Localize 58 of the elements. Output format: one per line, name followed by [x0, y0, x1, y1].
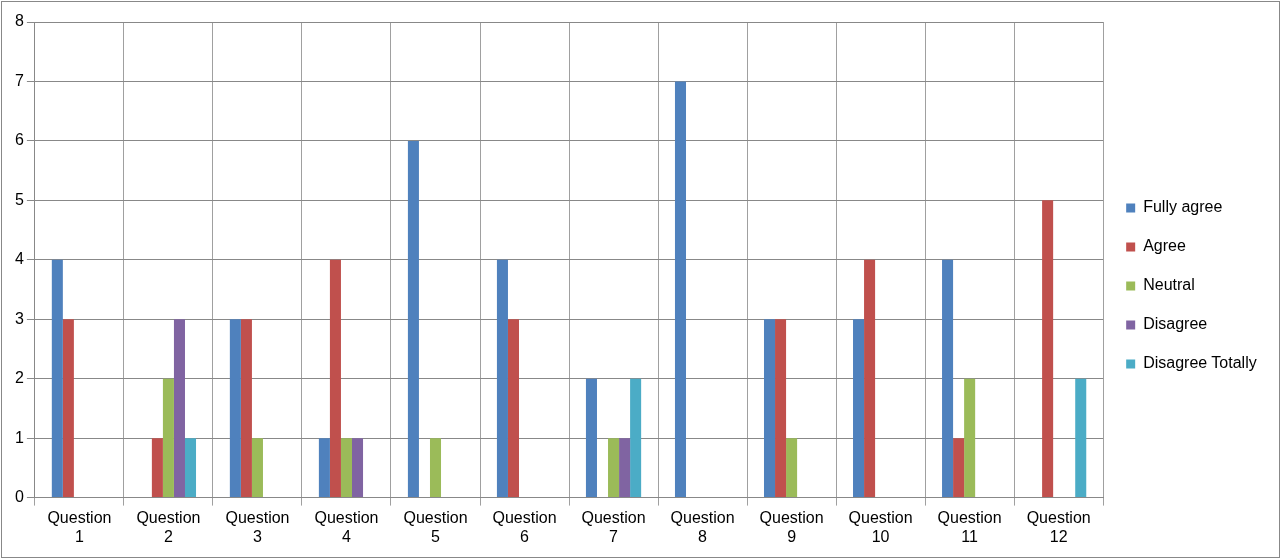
- x-tick-label: Question 2: [136, 508, 201, 545]
- bar: [407, 140, 419, 498]
- bar: [240, 319, 252, 498]
- bar: [585, 378, 597, 498]
- x-tick-label: Question 1: [47, 508, 112, 545]
- y-tick-label: 6: [14, 131, 24, 149]
- bar: [1075, 378, 1087, 498]
- x-tick-label: Question 10: [848, 508, 913, 545]
- y-tick-label: 2: [14, 369, 24, 387]
- y-tick-label: 0: [14, 488, 24, 506]
- x-tick-label: Question 12: [1026, 508, 1091, 545]
- bar: [775, 319, 787, 498]
- x-tick-label: Question 3: [225, 508, 290, 545]
- bar: [51, 259, 63, 498]
- x-tick-label: Question 11: [937, 508, 1002, 545]
- x-tick-label: Question 4: [314, 508, 379, 545]
- y-tick-label: 7: [14, 71, 24, 89]
- bar: [608, 438, 620, 498]
- x-tick-label: Question 5: [403, 508, 468, 545]
- bar: [619, 438, 631, 498]
- legend-label: Agree: [1143, 237, 1186, 255]
- bar: [162, 378, 174, 498]
- bar: [786, 438, 798, 498]
- bar: [318, 438, 330, 498]
- y-tick-label: 5: [14, 190, 24, 208]
- y-tick-label: 4: [14, 250, 24, 268]
- bar: [184, 438, 197, 498]
- bar: [429, 438, 442, 498]
- bar: [251, 438, 263, 498]
- bar: [340, 438, 352, 498]
- x-tick-label: Question 7: [581, 508, 646, 545]
- legend-label: Disagree Totally: [1143, 354, 1257, 372]
- bar: [151, 438, 163, 498]
- bar: [1042, 200, 1054, 498]
- bar: [352, 438, 364, 498]
- bar: [964, 378, 976, 498]
- bar: [674, 81, 687, 498]
- bar: [942, 259, 954, 498]
- bar: [507, 319, 519, 498]
- bar: [764, 319, 776, 498]
- x-tick-label: Question 8: [670, 508, 735, 545]
- y-tick-label: 3: [14, 309, 24, 327]
- bar: [173, 319, 185, 498]
- y-tick-label: 1: [14, 428, 24, 446]
- bar: [953, 438, 965, 498]
- legend-label: Disagree: [1143, 315, 1208, 333]
- legend-label: Fully agree: [1143, 198, 1223, 216]
- bar: [853, 319, 865, 498]
- bar: [496, 259, 508, 498]
- bar: [229, 319, 241, 498]
- legend-label: Neutral: [1143, 276, 1195, 294]
- bar: [864, 259, 876, 498]
- bar: [329, 259, 341, 498]
- y-tick-label: 8: [14, 12, 24, 30]
- bar: [630, 378, 642, 498]
- bar: [62, 319, 74, 498]
- x-tick-label: Question 9: [759, 508, 824, 545]
- x-tick-label: Question 6: [492, 508, 557, 545]
